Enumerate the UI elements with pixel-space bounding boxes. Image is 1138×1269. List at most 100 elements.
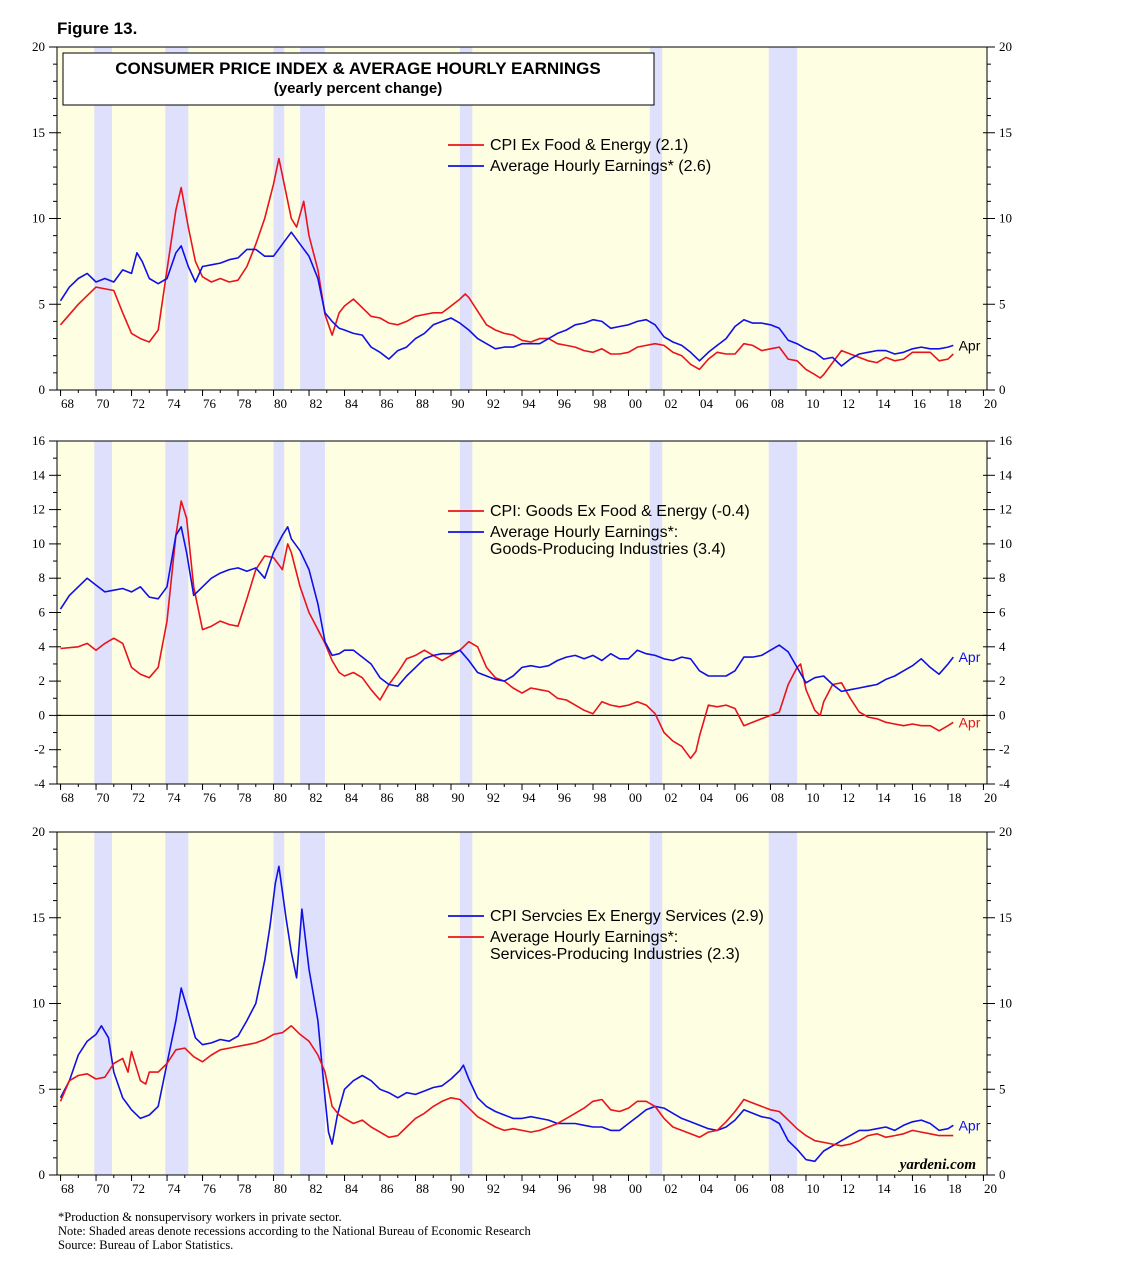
y-tick-label-left: 20 <box>32 824 45 839</box>
x-tick-label: 16 <box>913 790 927 805</box>
y-tick-label-right: 20 <box>999 824 1012 839</box>
x-tick-label: 14 <box>877 396 891 411</box>
watermark: yardeni.com <box>898 1157 976 1173</box>
x-tick-label: 94 <box>523 1181 537 1196</box>
x-tick-label: 72 <box>132 1181 145 1196</box>
y-tick-label-left: 5 <box>39 296 46 311</box>
recession-band <box>768 441 798 784</box>
x-tick-label: 20 <box>984 790 997 805</box>
recession-band <box>649 832 663 1175</box>
y-tick-label-right: 4 <box>999 639 1006 654</box>
legend-label: CPI Ex Food & Energy (2.1) <box>490 137 688 154</box>
recession-band <box>273 832 285 1175</box>
legend-label: Average Hourly Earnings*: <box>490 524 678 541</box>
x-tick-label: 72 <box>132 396 145 411</box>
x-tick-label: 06 <box>735 790 749 805</box>
y-tick-label-left: 4 <box>39 639 46 654</box>
y-tick-label-left: 10 <box>32 211 45 226</box>
x-tick-label: 08 <box>771 396 784 411</box>
recession-band <box>165 441 189 784</box>
x-tick-label: 02 <box>664 396 677 411</box>
y-tick-label-right: -4 <box>999 776 1010 791</box>
recession-band <box>300 832 325 1175</box>
series-line-red <box>60 500 954 760</box>
x-tick-label: 02 <box>664 790 677 805</box>
y-tick-label-right: 16 <box>999 433 1013 448</box>
y-tick-label-right: 0 <box>999 1167 1006 1182</box>
x-tick-label: 92 <box>487 790 500 805</box>
x-tick-label: 84 <box>345 790 359 805</box>
y-tick-label-right: 15 <box>999 125 1012 140</box>
y-tick-label-right: 0 <box>999 382 1006 397</box>
legend-label: Goods-Producing Industries (3.4) <box>490 541 726 558</box>
x-tick-label: 74 <box>168 790 182 805</box>
y-tick-label-left: 14 <box>32 467 46 482</box>
x-tick-label: 90 <box>452 1181 465 1196</box>
series-line-red <box>59 1025 954 1147</box>
recession-band <box>94 832 113 1175</box>
x-tick-label: 96 <box>558 790 572 805</box>
recession-band <box>459 47 473 390</box>
recession-band <box>459 441 473 784</box>
x-tick-label: 88 <box>416 1181 429 1196</box>
y-tick-label-right: 5 <box>999 1081 1006 1096</box>
x-tick-label: 78 <box>239 396 252 411</box>
x-tick-label: 80 <box>274 1181 287 1196</box>
series-line-red <box>59 157 954 379</box>
x-tick-label: 94 <box>523 396 537 411</box>
x-tick-label: 18 <box>948 790 961 805</box>
x-tick-label: 68 <box>61 396 74 411</box>
x-tick-label: 20 <box>984 396 997 411</box>
x-tick-label: 16 <box>913 1181 927 1196</box>
x-tick-label: 82 <box>310 396 323 411</box>
x-tick-label: 98 <box>593 790 606 805</box>
recession-band <box>165 47 189 390</box>
legend-label: Average Hourly Earnings*: <box>490 929 678 946</box>
x-tick-label: 06 <box>735 396 749 411</box>
x-tick-label: 10 <box>806 396 819 411</box>
x-tick-label: 12 <box>842 1181 855 1196</box>
x-tick-label: 70 <box>97 1181 110 1196</box>
x-tick-label: 92 <box>487 396 500 411</box>
y-tick-label-left: 10 <box>32 536 45 551</box>
x-tick-label: 00 <box>629 1181 642 1196</box>
x-tick-label: 10 <box>806 1181 819 1196</box>
y-tick-label-left: 0 <box>39 382 46 397</box>
x-tick-label: 68 <box>61 790 74 805</box>
end-label-red: Apr <box>959 714 981 730</box>
title-box <box>62 52 655 106</box>
legend-label: Average Hourly Earnings* (2.6) <box>490 158 711 175</box>
legend-label: Services-Producing Industries (2.3) <box>490 946 740 963</box>
y-tick-label-left: 10 <box>32 996 45 1011</box>
plot-area <box>57 441 987 784</box>
x-tick-label: 08 <box>771 1181 784 1196</box>
x-tick-label: 84 <box>345 1181 359 1196</box>
x-tick-label: 76 <box>203 790 217 805</box>
recession-band <box>94 47 113 390</box>
x-tick-label: 86 <box>381 790 395 805</box>
y-tick-label-left: 12 <box>32 502 45 517</box>
x-tick-label: 70 <box>97 396 110 411</box>
x-tick-label: 78 <box>239 790 252 805</box>
x-tick-label: 70 <box>97 790 110 805</box>
x-tick-label: 12 <box>842 396 855 411</box>
y-tick-label-left: 20 <box>32 39 45 54</box>
x-tick-label: 98 <box>593 1181 606 1196</box>
x-tick-label: 04 <box>700 1181 714 1196</box>
x-tick-label: 68 <box>61 1181 74 1196</box>
x-tick-label: 80 <box>274 396 287 411</box>
footnote-2: Note: Shaded areas denote recessions acc… <box>58 1224 531 1238</box>
footnote-3: Source: Bureau of Labor Statistics. <box>58 1238 233 1252</box>
y-tick-label-left: -2 <box>34 742 45 757</box>
y-tick-label-right: 12 <box>999 502 1012 517</box>
y-tick-label-left: 6 <box>39 605 46 620</box>
x-tick-label: 86 <box>381 1181 395 1196</box>
x-tick-label: 96 <box>558 1181 572 1196</box>
y-tick-label-right: 15 <box>999 910 1012 925</box>
x-tick-label: 74 <box>168 1181 182 1196</box>
x-tick-label: 10 <box>806 790 819 805</box>
y-tick-label-right: 6 <box>999 605 1006 620</box>
y-tick-label-right: 10 <box>999 536 1012 551</box>
